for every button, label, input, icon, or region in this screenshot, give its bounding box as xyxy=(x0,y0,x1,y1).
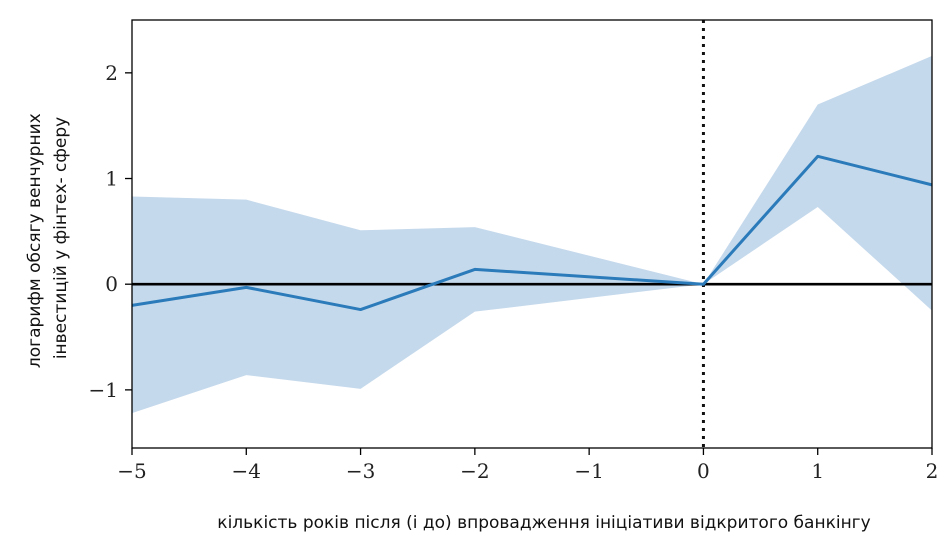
y-tick-label: 2 xyxy=(105,61,118,85)
x-axis: −5 −4 −3 −2 −1 0 1 2 xyxy=(117,448,938,483)
y-axis-label-line-2: інвестицій у фінтех- сферу xyxy=(51,117,71,359)
plot-area xyxy=(131,20,933,448)
x-tick-label: 1 xyxy=(811,459,824,483)
y-axis: −1 0 1 2 xyxy=(89,61,132,402)
x-tick-label: −4 xyxy=(232,459,261,483)
confidence-band xyxy=(132,55,932,414)
x-tick-label: −2 xyxy=(460,459,489,483)
y-axis-label-line-1: логарифм обсягу венчурних xyxy=(25,113,45,368)
x-tick-label: −3 xyxy=(346,459,375,483)
x-tick-label: −5 xyxy=(117,459,146,483)
x-tick-label: 0 xyxy=(697,459,710,483)
y-tick-label: −1 xyxy=(89,378,118,402)
y-tick-label: 1 xyxy=(105,167,118,191)
estimate-line xyxy=(131,154,933,312)
x-axis-label: кількість років після (і до) впровадженн… xyxy=(217,513,870,533)
x-tick-label: 2 xyxy=(926,459,939,483)
y-tick-label: 0 xyxy=(105,272,118,296)
y-axis-label: логарифм обсягу венчурних інвестицій у ф… xyxy=(25,108,71,368)
plot-frame xyxy=(131,19,933,449)
x-tick-label: −1 xyxy=(574,459,603,483)
